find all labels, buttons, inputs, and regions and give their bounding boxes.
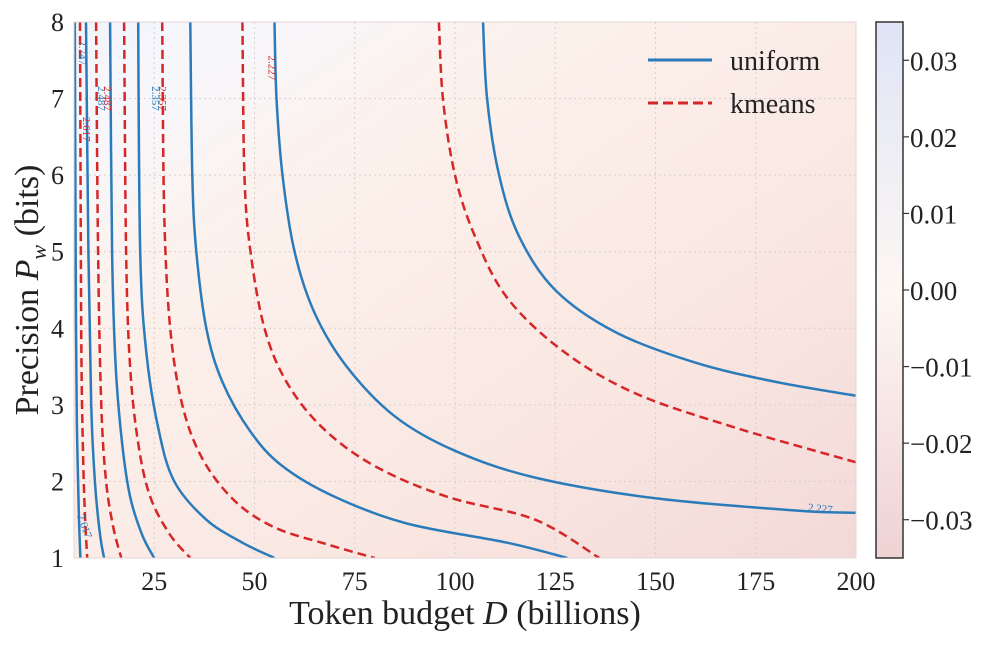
- x-axis-ticks: 25 50 75 100 125 150 175 200: [141, 567, 875, 596]
- colorbar-tick-label: 0.00: [910, 276, 957, 306]
- colorbar-tick-label: −0.01: [910, 353, 972, 383]
- y-tick-label: 5: [51, 238, 64, 267]
- y-tick-label: 3: [51, 391, 64, 420]
- y-tick-label: 2: [51, 467, 64, 496]
- colorbar-tick-label: 0.02: [910, 123, 957, 153]
- kmeans-contour-label: 2.487: [101, 86, 113, 111]
- uniform-contour-line: [108, 22, 156, 558]
- kmeans-contour-label: 2.617: [80, 117, 92, 142]
- colorbar-tick-label: −0.02: [910, 429, 972, 459]
- y-tick-label: 4: [51, 314, 64, 343]
- x-tick-label: 50: [241, 567, 267, 596]
- x-axis-label-unit: (billions): [508, 595, 641, 632]
- colorbar: [875, 21, 904, 559]
- y-tick-label: 8: [51, 8, 64, 37]
- y-tick-label: 1: [51, 544, 64, 573]
- kmeans-contour-line: [94, 22, 123, 558]
- x-tick-label: 75: [342, 567, 368, 596]
- uniform-contour-line: [74, 22, 82, 558]
- uniform-contour-label: 2.357: [149, 86, 161, 111]
- uniform-contour-line: [481, 22, 856, 397]
- uniform-contour-line: [189, 22, 568, 558]
- kmeans-contour-line: [437, 22, 856, 464]
- uniform-contour-label: 2.747: [76, 40, 88, 65]
- kmeans-contour-label: 2.357: [156, 86, 168, 111]
- legend: uniform kmeans: [648, 46, 820, 120]
- x-tick-label: 25: [141, 567, 167, 596]
- y-axis-label-unit: (bits): [9, 165, 46, 245]
- colorbar-tick-label: −0.03: [910, 506, 972, 536]
- uniform-contour-label: 2.487: [95, 86, 107, 111]
- y-tick-label: 6: [51, 161, 64, 190]
- x-tick-label: 175: [736, 567, 775, 596]
- y-axis-label-subscript: w: [26, 245, 51, 260]
- x-axis-label-text: Token budget: [289, 595, 483, 632]
- uniform-contour-line: [136, 22, 276, 558]
- uniform-contour-line: [84, 22, 106, 558]
- kmeans-contour-line: [78, 22, 89, 558]
- y-axis-label-symbol: P: [9, 260, 46, 282]
- plot-background: [74, 22, 856, 558]
- legend-uniform-label: uniform: [730, 46, 820, 77]
- uniform-contour-line: [273, 22, 856, 515]
- y-axis-label: Precision Pw (bits): [9, 165, 51, 416]
- kmeans-contour-line: [160, 22, 376, 558]
- y-axis-ticks: 1 2 3 4 5 6 7 8: [51, 8, 64, 573]
- x-axis-label: Token budget D (billions): [289, 595, 641, 632]
- x-tick-label: 200: [837, 567, 876, 596]
- y-tick-label: 7: [51, 85, 64, 114]
- kmeans-contour-line: [122, 22, 192, 558]
- colorbar-ticks: 0.03 0.02 0.01 0.00 −0.01 −0.02 −0.03: [903, 46, 972, 536]
- contour-lines: [74, 22, 856, 558]
- uniform-contour-label: 2.227: [807, 502, 833, 517]
- x-tick-label: 100: [435, 567, 474, 596]
- y-axis-label-text: Precision: [9, 280, 46, 415]
- contour-labels: 2.227 2.487 2.357 2.747 2.617 2.227 2.487 2.357…: [74, 40, 833, 540]
- x-axis-label-symbol: D: [482, 595, 508, 632]
- x-tick-label: 125: [536, 567, 575, 596]
- legend-kmeans-label: kmeans: [730, 89, 816, 120]
- x-tick-label: 150: [636, 567, 675, 596]
- colorbar-tick-label: 0.01: [910, 199, 957, 229]
- kmeans-contour-label: 2.227: [265, 56, 277, 81]
- plot-frame: [73, 21, 857, 559]
- colorbar-tick-label: 0.03: [910, 46, 957, 76]
